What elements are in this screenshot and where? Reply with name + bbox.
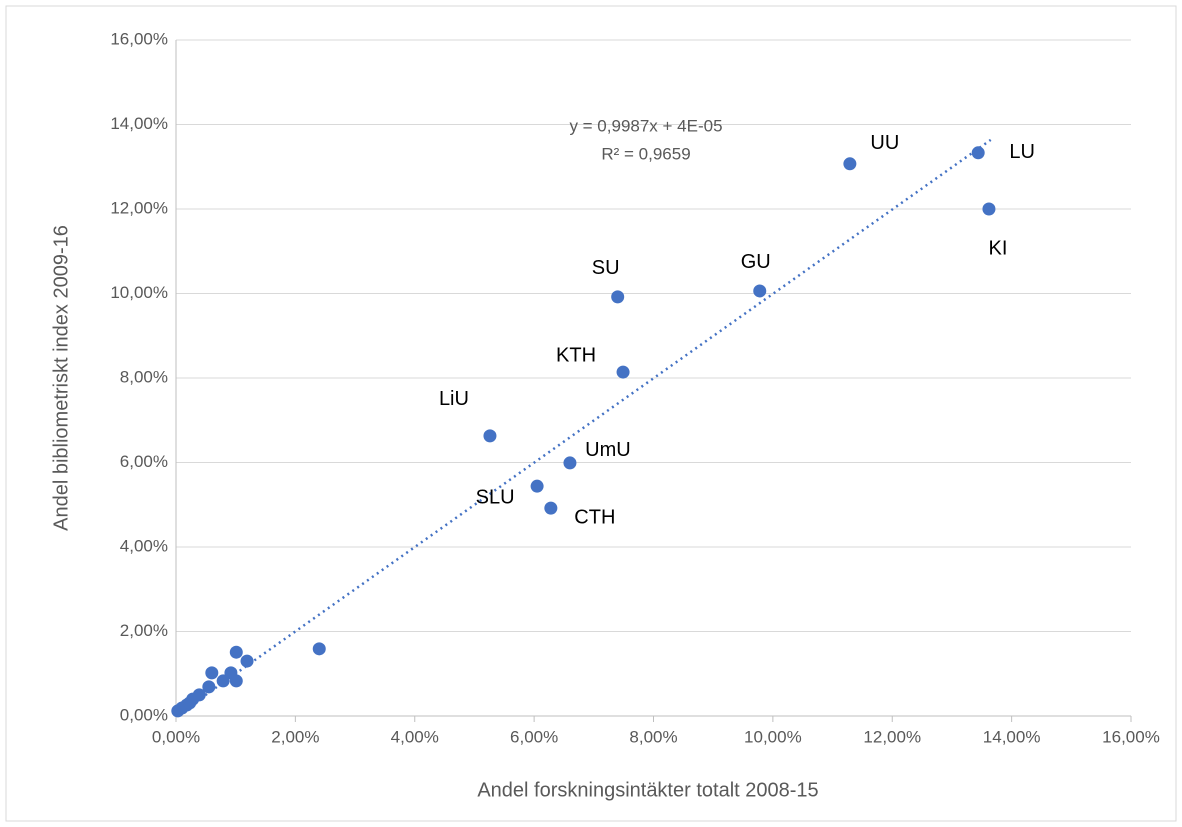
x-tick-label: 10,00% [744, 727, 802, 746]
point-label: UmU [585, 439, 631, 461]
point [971, 146, 985, 160]
x-tick-label: 0,00% [152, 727, 200, 746]
y-tick-label: 6,00% [120, 452, 168, 471]
point-label: KTH [556, 344, 596, 366]
point [240, 654, 254, 668]
point-label: SLU [476, 486, 515, 508]
chart-border [5, 5, 1177, 822]
y-tick-label: 12,00% [110, 198, 168, 217]
x-tick-label: 6,00% [510, 727, 558, 746]
trendline-equation: y = 0,9987x + 4E-05 [569, 116, 722, 135]
point-label: LU [1009, 141, 1035, 163]
y-tick-label: 0,00% [120, 705, 168, 724]
y-axis-title: Andel bibliometriskt index 2009-16 [50, 225, 72, 531]
point [982, 202, 996, 216]
x-tick-label: 4,00% [391, 727, 439, 746]
point [530, 479, 544, 493]
trendline [175, 138, 992, 717]
point-label: SU [592, 257, 620, 279]
point-label: LiU [439, 388, 469, 410]
y-tick-label: 8,00% [120, 367, 168, 386]
point-label: UU [870, 132, 899, 154]
point [202, 680, 216, 694]
point [544, 501, 558, 515]
x-tick-label: 8,00% [629, 727, 677, 746]
point-label: KI [988, 237, 1007, 259]
point [312, 642, 326, 656]
y-tick-label: 14,00% [110, 114, 168, 133]
x-tick-label: 16,00% [1102, 727, 1160, 746]
y-tick-label: 4,00% [120, 536, 168, 555]
x-tick-label: 2,00% [271, 727, 319, 746]
point [216, 674, 230, 688]
trendline-r2: R² = 0,9659 [601, 144, 690, 163]
point [229, 674, 243, 688]
point [616, 365, 630, 379]
x-axis-title: Andel forskningsintäkter totalt 2008-15 [477, 779, 818, 801]
y-tick-label: 16,00% [110, 29, 168, 48]
point-label: CTH [574, 506, 615, 528]
point [753, 284, 767, 298]
point-label: GU [741, 251, 771, 273]
y-tick-label: 2,00% [120, 621, 168, 640]
y-tick-label: 10,00% [110, 283, 168, 302]
point [563, 456, 577, 470]
point [183, 696, 197, 710]
point [843, 157, 857, 171]
point [483, 429, 497, 443]
point [229, 645, 243, 659]
point [205, 666, 219, 680]
point [611, 290, 625, 304]
point [171, 704, 185, 718]
x-tick-label: 12,00% [863, 727, 921, 746]
x-tick-label: 14,00% [983, 727, 1041, 746]
